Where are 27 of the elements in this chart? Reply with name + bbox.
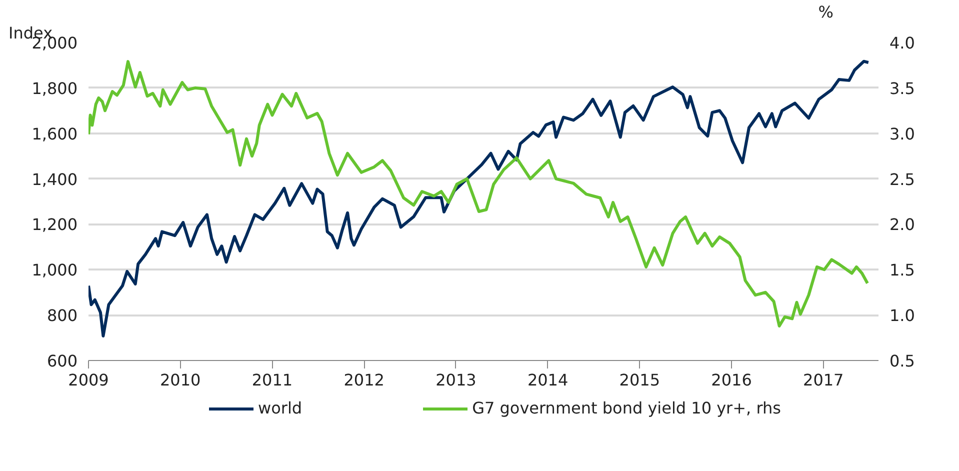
x-tick-label: 2014 bbox=[527, 370, 568, 390]
y-tick-label: 1,800 bbox=[32, 78, 78, 98]
x-tick-label: 2017 bbox=[803, 370, 844, 390]
y-tick-label: 600 bbox=[46, 352, 78, 370]
y2-tick-label: 0.5 bbox=[890, 352, 915, 370]
x-tick-label: 2013 bbox=[436, 370, 476, 390]
legend-label: world bbox=[258, 398, 302, 418]
y2-tick-label: 2.5 bbox=[890, 170, 915, 189]
legend-label: G7 government bond yield 10 yr+, rhs bbox=[472, 398, 781, 418]
y-tick-label: 1,600 bbox=[32, 124, 78, 144]
y2-axis-title: % bbox=[818, 2, 834, 22]
x-tick-label: 2011 bbox=[252, 370, 293, 390]
x-tick-label: 2009 bbox=[68, 370, 109, 390]
y-tick-label: 1,400 bbox=[32, 170, 78, 189]
y2-tick-label: 1.5 bbox=[890, 260, 915, 280]
y2-tick-label: 4.0 bbox=[890, 34, 915, 52]
y2-tick-label: 3.5 bbox=[890, 78, 915, 98]
x-tick-label: 2010 bbox=[160, 370, 201, 390]
y-tick-label: 800 bbox=[46, 306, 78, 326]
x-tick-label: 2016 bbox=[711, 370, 752, 390]
y2-tick-label: 2.0 bbox=[890, 215, 915, 234]
y-tick-label: 1,000 bbox=[32, 260, 78, 280]
y2-tick-label: 1.0 bbox=[890, 306, 915, 326]
y2-tick-label: 3.0 bbox=[890, 124, 915, 144]
y-tick-label: 1,200 bbox=[32, 215, 78, 234]
x-tick-label: 2012 bbox=[344, 370, 384, 390]
x-tick-label: 2015 bbox=[619, 370, 660, 390]
